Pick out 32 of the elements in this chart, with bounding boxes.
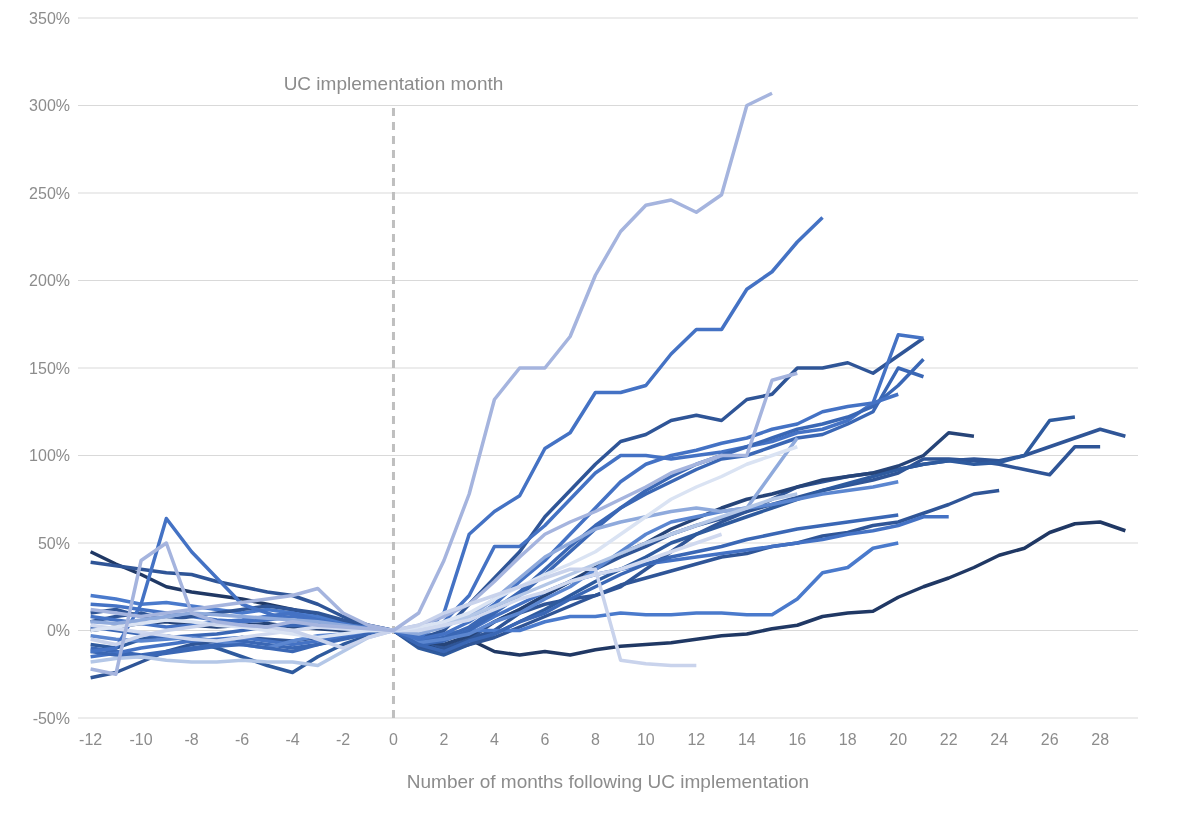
x-tick-label: 22 [939,731,958,749]
y-tick-label: 200% [29,272,70,290]
y-tick-label: 350% [29,9,70,27]
x-tick-label: 6 [540,731,550,749]
x-tick-label: -12 [79,731,103,749]
x-tick-label: -4 [285,731,300,749]
x-tick-label: 16 [788,731,807,749]
x-tick-label: 2 [439,731,449,749]
y-tick-label: 100% [29,447,70,465]
x-tick-label: 10 [636,731,655,749]
x-tick-label: 18 [838,731,857,749]
y-tick-label: -50% [32,709,70,727]
x-tick-label: -8 [184,731,199,749]
x-tick-label: -10 [129,731,153,749]
x-tick-label: 20 [889,731,908,749]
y-tick-label: 150% [29,359,70,377]
x-tick-label: 28 [1091,731,1110,749]
x-tick-label: 26 [1040,731,1059,749]
x-tick-label: 0 [389,731,399,749]
ref-line-label: UC implementation month [283,72,504,94]
x-tick-label: -2 [335,731,351,749]
x-tick-label: 24 [990,731,1009,749]
y-tick-label: 0% [46,622,70,640]
y-tick-label: 300% [29,97,70,115]
y-tick-label: 50% [37,534,70,552]
x-tick-label: 14 [737,731,756,749]
y-tick-label: 250% [29,184,70,202]
x-axis-title: Number of months following UC implementation [406,771,810,792]
x-tick-label: -6 [234,731,250,749]
x-tick-label: 4 [489,731,499,749]
x-tick-label: 8 [590,731,600,749]
x-tick-label: 12 [687,731,706,749]
